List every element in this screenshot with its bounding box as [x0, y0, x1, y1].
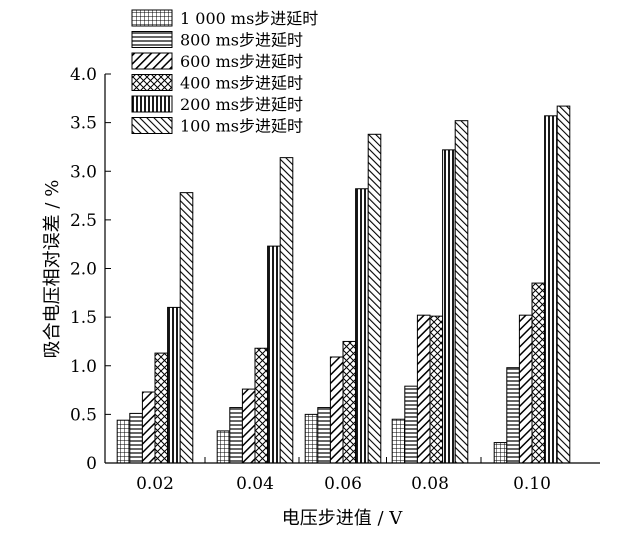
- bar-diagonal-up-0.10: [556, 105, 571, 464]
- bar-crosshatch-0.10: [531, 282, 546, 464]
- bar-horizontal-lines-0.04: [229, 407, 243, 464]
- legend-swatch-vertical-lines: [131, 95, 173, 113]
- bar-grid-0.04: [216, 430, 231, 464]
- bar-diagonal-up-0.04: [279, 157, 294, 464]
- x-tick-label: 0.04: [236, 474, 274, 494]
- legend-label: 200 ms步进延时: [180, 95, 303, 114]
- bar-horizontal-lines-0.08: [404, 385, 418, 464]
- y-tick-label: 0.5: [70, 405, 97, 425]
- bar-diagonal-down-0.06: [329, 356, 344, 464]
- legend-label: 800 ms步进延时: [180, 31, 303, 50]
- bar-vertical-lines-0.08: [442, 149, 456, 464]
- bar-diagonal-down-0.02: [141, 391, 156, 464]
- y-tick-label: 4.0: [70, 65, 97, 85]
- legend-label: 1 000 ms步进延时: [180, 9, 318, 28]
- bar-horizontal-lines-0.06: [317, 407, 331, 464]
- bar-grid-0.06: [304, 413, 319, 464]
- bar-vertical-lines-0.02: [167, 306, 181, 464]
- legend-swatch-horizontal-lines: [131, 31, 173, 48]
- bar-grid-0.02: [116, 419, 131, 464]
- legend-swatch-diagonal-up: [131, 117, 173, 134]
- x-tick-label: 0.06: [324, 474, 362, 494]
- y-tick-label: 3.5: [70, 114, 97, 134]
- bar-horizontal-lines-0.10: [506, 367, 520, 464]
- axes: 0 0.5 1.0 1.5 2.0 2.5 3.0 3.5 4.0 0.02 0.04 0.06 0.0…: [70, 65, 600, 494]
- x-tick-label: 0.08: [411, 474, 449, 494]
- bar-diagonal-down-0.08: [416, 314, 431, 464]
- bar-crosshatch-0.02: [154, 352, 169, 464]
- bar-diagonal-up-0.02: [179, 192, 194, 464]
- bar-vertical-lines-0.04: [267, 245, 281, 464]
- bar-vertical-lines-0.06: [355, 188, 369, 464]
- bar-diagonal-up-0.08: [454, 120, 469, 464]
- bar-horizontal-lines-0.02: [129, 412, 143, 464]
- legend: 1 000 ms步进延时 800 ms步进延时 600 ms步进延时 400 ms步进…: [131, 9, 318, 136]
- legend-swatch-grid: [131, 9, 173, 27]
- bar-diagonal-down-0.10: [518, 314, 533, 464]
- bar-diagonal-up-0.06: [367, 133, 382, 464]
- bar-crosshatch-0.04: [254, 347, 269, 464]
- y-axis-title: 吸合电压相对误差 / %: [42, 180, 63, 359]
- x-axis-title: 电压步进值 / V: [282, 508, 404, 529]
- bar-vertical-lines-0.10: [544, 115, 558, 464]
- bar-grid-0.10: [493, 442, 508, 464]
- bar-crosshatch-0.08: [429, 315, 444, 464]
- bar-diagonal-down-0.04: [241, 388, 256, 464]
- legend-label: 400 ms步进延时: [180, 74, 303, 93]
- legend-swatch-diagonal-down: [131, 52, 173, 70]
- plot-area: [116, 105, 571, 464]
- y-tick-label: 1.0: [70, 357, 97, 377]
- x-tick-label: 0.10: [513, 474, 551, 494]
- y-tick-label: 3.0: [70, 162, 97, 182]
- legend-label: 100 ms步进延时: [180, 117, 303, 136]
- legend-swatch-crosshatch: [131, 74, 173, 91]
- legend-label: 600 ms步进延时: [180, 52, 303, 71]
- y-tick-label: 0: [86, 454, 97, 474]
- bar-crosshatch-0.06: [342, 340, 357, 464]
- bar-grid-0.08: [391, 418, 406, 464]
- y-tick-label: 2.5: [70, 211, 97, 231]
- y-tick-label: 1.5: [70, 308, 97, 328]
- x-tick-label: 0.02: [136, 474, 174, 494]
- y-tick-label: 2.0: [70, 260, 97, 280]
